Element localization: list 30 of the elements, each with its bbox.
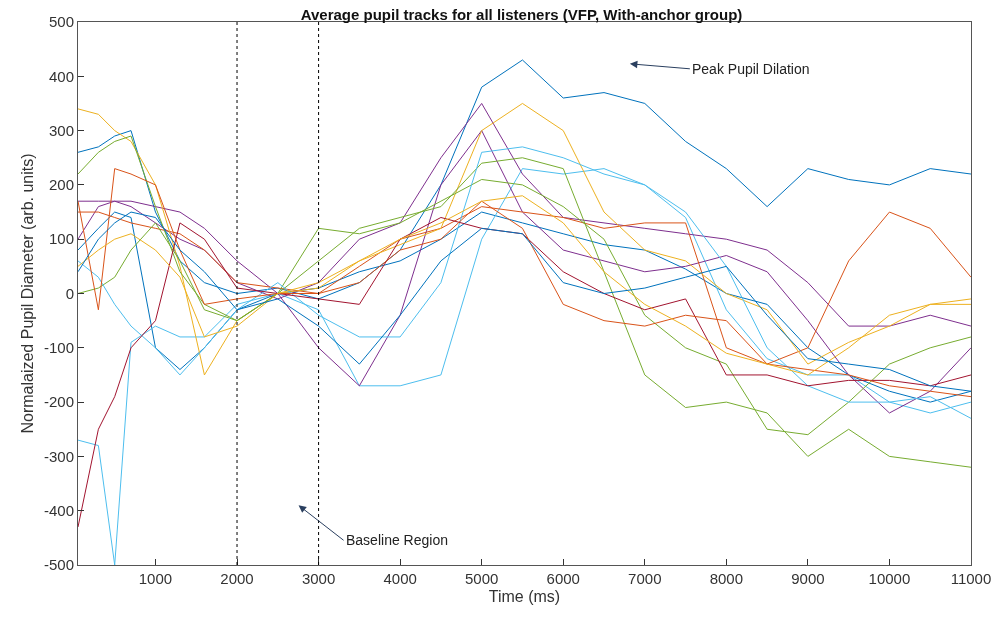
x-tick-label: 7000 (628, 570, 662, 587)
x-tick-label: 9000 (791, 570, 825, 587)
y-tick-label: -300 (43, 447, 74, 465)
x-tick-label: 8000 (709, 570, 744, 587)
x-tick-label: 1000 (138, 570, 173, 587)
y-tick-label: -500 (43, 556, 74, 574)
y-tick-label: 100 (48, 230, 74, 248)
x-tick-label: 10000 (868, 570, 911, 587)
x-axis-title: Time (ms) (488, 587, 561, 605)
line-series (78, 135, 971, 468)
y-tick-label: 200 (48, 176, 74, 194)
chart-title: Average pupil tracks for all listeners (VFP, With-anchor group) (300, 5, 743, 23)
x-tick-label: 4000 (383, 570, 417, 587)
y-tick-label: -100 (43, 339, 74, 357)
y-tick-label: 500 (48, 13, 74, 31)
y-tick-label: -200 (43, 393, 74, 411)
x-tick-label: 5000 (464, 570, 499, 587)
y-axis-title: Normalaized Pupil Diameter (arb. units) (18, 153, 36, 434)
x-tick-label: 6000 (546, 570, 580, 587)
annotation: Peak Pupil Dilation (692, 61, 810, 77)
annotation: Baseline Region (346, 532, 448, 548)
line-series (78, 102, 971, 376)
x-tick-label: 2000 (220, 570, 254, 587)
y-tick-label: 0 (65, 284, 74, 302)
x-tick-label: 11000 (950, 570, 992, 587)
y-tick-label: 400 (48, 67, 74, 85)
y-tick-label: -400 (43, 501, 74, 519)
y-tick-label: 300 (48, 121, 74, 139)
x-tick-label: 3000 (301, 570, 336, 587)
line-series (78, 216, 971, 528)
